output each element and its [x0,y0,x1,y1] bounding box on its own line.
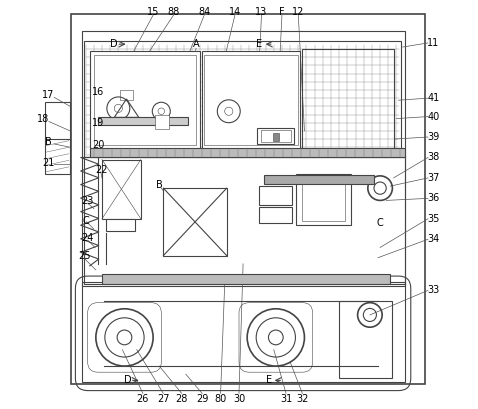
Text: F: F [279,7,285,17]
Bar [94,55,196,145]
Text: 28: 28 [175,394,188,404]
Text: 23: 23 [81,196,94,206]
Text: 32: 32 [296,394,309,404]
Bar [202,51,300,149]
Text: 19: 19 [92,118,104,128]
Text: 38: 38 [427,153,439,162]
Text: 27: 27 [157,394,170,404]
Bar [90,51,200,149]
Bar [155,115,170,129]
Bar [84,41,401,157]
Text: C: C [377,218,383,228]
Circle shape [269,330,283,345]
Text: E: E [256,39,262,49]
Text: 41: 41 [427,93,439,103]
Bar [260,207,292,223]
Text: 22: 22 [95,165,108,175]
Text: B: B [156,180,163,190]
Text: 80: 80 [215,394,227,404]
Bar [71,14,425,384]
Text: A: A [193,39,199,49]
Bar [339,301,392,378]
Text: E: E [266,375,272,385]
Text: 40: 40 [427,112,439,121]
Text: 35: 35 [427,214,439,224]
Text: 37: 37 [427,173,439,183]
Bar [120,90,133,100]
Bar [106,219,135,231]
Bar [163,188,227,256]
Bar [82,31,405,286]
Text: 34: 34 [427,234,439,244]
Text: 11: 11 [427,38,439,48]
Bar [82,282,405,382]
Text: D: D [124,375,131,385]
Text: B: B [44,137,51,147]
Bar [84,157,405,284]
Bar [45,102,70,174]
Text: 20: 20 [93,140,105,150]
Text: 12: 12 [292,7,304,17]
Text: 84: 84 [198,7,210,17]
Bar [261,130,292,142]
Text: 39: 39 [427,132,439,142]
Text: 30: 30 [233,394,245,404]
Bar [90,148,405,157]
Text: 16: 16 [92,87,104,97]
Text: 29: 29 [196,394,208,404]
Text: D: D [110,39,118,49]
Text: 15: 15 [147,7,159,17]
Text: 24: 24 [81,233,94,243]
Bar [98,117,188,125]
Bar [263,175,374,184]
Bar [303,49,394,153]
Text: 13: 13 [255,7,268,17]
Circle shape [117,330,132,345]
Text: C: C [82,216,89,226]
Text: 33: 33 [427,285,439,295]
Text: 88: 88 [167,7,180,17]
Bar [102,274,391,284]
Text: 21: 21 [42,158,54,168]
Text: 26: 26 [137,394,149,404]
Bar [102,160,141,219]
Text: 17: 17 [42,90,54,100]
Bar [273,133,279,141]
Bar [258,128,294,144]
Bar [204,55,298,145]
Bar [296,174,351,225]
Text: 18: 18 [36,115,49,124]
Bar [303,178,345,221]
Text: 25: 25 [78,252,91,261]
Text: 31: 31 [280,394,292,404]
Text: 14: 14 [229,7,241,17]
Bar [260,186,292,204]
Text: 36: 36 [427,193,439,203]
